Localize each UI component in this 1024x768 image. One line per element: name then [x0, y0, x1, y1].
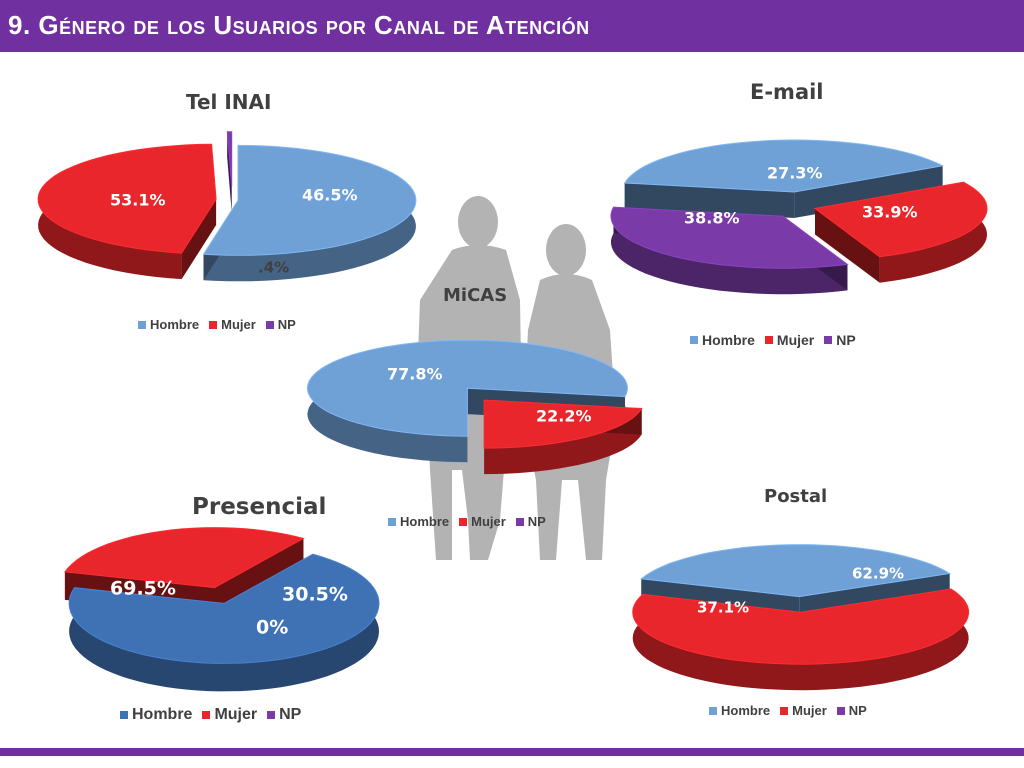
pie-slice-side — [484, 408, 642, 475]
chart-title: Tel INAI — [186, 90, 272, 114]
data-label: 69.5% — [110, 578, 176, 600]
pie-chart-4: 37.1% 62.9% — [632, 544, 970, 691]
pie-slice-face — [181, 199, 217, 280]
data-label: 22.2% — [536, 407, 592, 426]
data-label: 38.8% — [684, 209, 740, 228]
data-label: 33.9% — [862, 203, 918, 222]
legend-swatch — [267, 711, 276, 719]
legend-item: Mujer — [202, 706, 257, 724]
legend-swatch — [120, 711, 128, 719]
legend-swatch — [138, 320, 146, 329]
pie-slice-np — [610, 206, 849, 269]
data-label: 27.3% — [767, 164, 823, 183]
legend-swatch — [836, 706, 845, 715]
legend-swatch — [780, 706, 789, 715]
chart-legend: Hombre Mujer NP — [690, 332, 856, 348]
chart-title: E-mail — [750, 80, 824, 104]
legend-label: Hombre — [400, 514, 450, 529]
chart-legend: Hombre Mujer NP — [120, 706, 301, 724]
legend-label: Hombre — [132, 706, 193, 723]
legend-item: Hombre — [120, 706, 192, 724]
legend-label: Hombre — [721, 703, 771, 718]
legend-item: NP — [515, 514, 546, 529]
legend-label: Mujer — [214, 706, 258, 723]
pie-slice-mujer — [37, 143, 217, 254]
chart-title: Presencial — [192, 494, 327, 520]
pie-slice-face — [815, 208, 880, 283]
pie-slice-hombre — [639, 544, 952, 598]
legend-label: Mujer — [776, 332, 815, 348]
legend-item: Hombre — [709, 703, 770, 718]
legend-label: Mujer — [471, 514, 506, 529]
legend-item: Mujer — [780, 703, 827, 718]
legend-item: Hombre — [138, 317, 199, 332]
legend-item: NP — [836, 703, 867, 718]
slide-title: 9. Género de los Usuarios por Canal de A… — [8, 10, 590, 40]
data-label: 30.5% — [282, 584, 348, 606]
data-label: 0% — [256, 617, 288, 639]
legend-swatch — [265, 320, 274, 329]
legend-label: NP — [836, 332, 856, 348]
pie-slice-hombre — [306, 339, 628, 437]
pie-slice-mujer — [632, 588, 970, 665]
footer-bar — [0, 748, 1024, 756]
legend-swatch — [690, 336, 698, 344]
pie-slice-mujer — [483, 399, 643, 449]
legend-label: NP — [527, 514, 546, 529]
pie-slice-hombre — [68, 553, 380, 664]
legend-swatch — [709, 706, 717, 715]
pie-slice-face — [227, 131, 232, 213]
pie-slice-hombre — [623, 139, 945, 193]
legend-item: Mujer — [459, 514, 506, 529]
pie-slice-side — [879, 182, 987, 283]
data-label: 77.8% — [387, 365, 443, 384]
legend-swatch — [459, 517, 468, 526]
pie-chart-3: 69.5% 30.5% 0% — [63, 527, 380, 692]
legend-swatch — [202, 711, 211, 719]
chart-legend: Hombre Mujer NP — [388, 514, 546, 529]
data-label: 53.1% — [110, 191, 166, 210]
legend-swatch — [388, 517, 396, 526]
pie-slice-side — [611, 207, 848, 295]
legend-item: Hombre — [388, 514, 449, 529]
pie-chart-0: 53.1% 46.5% .4% — [37, 131, 417, 282]
legend-item: NP — [265, 317, 296, 332]
legend-swatch — [824, 336, 833, 344]
slide-header: 9. Género de los Usuarios por Canal de A… — [0, 0, 1024, 52]
pie-slice-face — [794, 165, 943, 219]
pie-slice-np — [226, 131, 233, 187]
legend-label: Mujer — [792, 703, 827, 718]
chart-title: MiCAS — [443, 285, 508, 306]
legend-item: NP — [267, 706, 301, 724]
legend-swatch — [515, 517, 524, 526]
legend-label: Mujer — [221, 317, 256, 332]
pie-slice-side — [632, 589, 969, 691]
pie-chart-1: 38.8% 27.3% 33.9% — [610, 139, 988, 295]
legend-swatch — [209, 320, 218, 329]
pie-slice-hombre — [202, 144, 417, 256]
chart-legend: Hombre Mujer NP — [138, 317, 296, 332]
pie-slice-mujer — [63, 527, 305, 589]
legend-label: NP — [279, 706, 302, 723]
legend-label: NP — [277, 317, 296, 332]
legend-label: Hombre — [150, 317, 200, 332]
chart-title: Postal — [764, 486, 828, 507]
data-label: .4% — [258, 258, 289, 276]
legend-item: NP — [824, 332, 856, 348]
chart-legend: Hombre Mujer NP — [709, 703, 867, 718]
legend-swatch — [764, 336, 773, 344]
legend-item: Mujer — [209, 317, 256, 332]
pie-slice-mujer — [813, 181, 988, 258]
data-label: 46.5% — [302, 186, 358, 205]
pie-slice-face — [624, 182, 795, 219]
legend-item: Mujer — [764, 332, 815, 348]
pie-slice-side — [69, 554, 379, 692]
legend-label: NP — [848, 703, 867, 718]
pie-chart-2: 77.8% 22.2% — [306, 339, 643, 475]
legend-label: Hombre — [702, 332, 755, 348]
data-label: 62.9% — [852, 564, 904, 582]
data-label: 37.1% — [697, 598, 749, 616]
legend-item: Hombre — [690, 332, 755, 348]
